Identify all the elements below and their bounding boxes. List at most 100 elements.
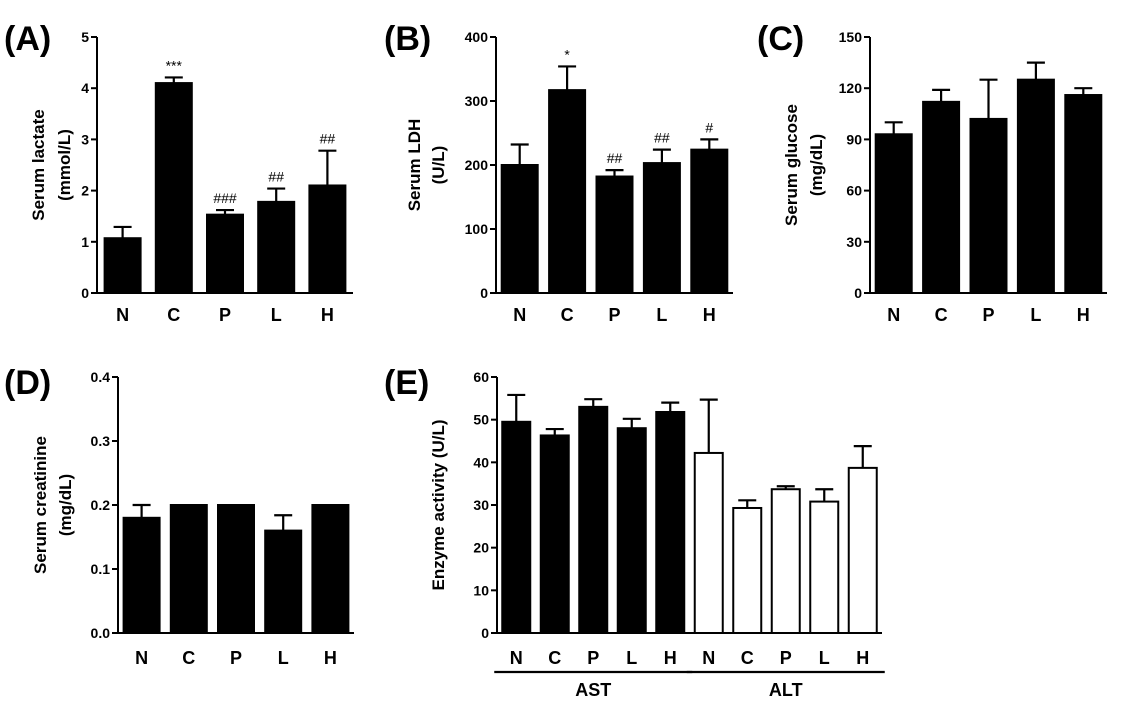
bar-b-0 bbox=[500, 164, 539, 294]
y-tick-label-d-4: 0.4 bbox=[91, 369, 111, 385]
y-axis-label-b-0: Serum LDH bbox=[405, 119, 424, 212]
x-tick-label-e-8: L bbox=[819, 648, 830, 668]
y-tick-label-e-4: 40 bbox=[473, 454, 489, 470]
y-tick-label-b-3: 300 bbox=[465, 93, 489, 109]
y-axis-label-c-1: (mg/dL) bbox=[807, 134, 826, 196]
x-tick-label-e-5: N bbox=[702, 648, 715, 668]
x-tick-label-d-3: L bbox=[278, 648, 289, 668]
y-tick-label-c-5: 150 bbox=[839, 29, 863, 45]
x-tick-label-d-4: H bbox=[324, 648, 337, 668]
x-tick-label-c-0: N bbox=[887, 305, 900, 325]
x-tick-label-e-0: N bbox=[510, 648, 523, 668]
bar-c-2 bbox=[969, 117, 1008, 294]
x-tick-label-e-6: C bbox=[741, 648, 754, 668]
significance-label-a-2: ### bbox=[213, 190, 237, 206]
bar-d-3 bbox=[264, 529, 303, 634]
x-tick-label-c-3: L bbox=[1030, 305, 1041, 325]
x-tick-label-c-4: H bbox=[1077, 305, 1090, 325]
bar-d-4 bbox=[311, 504, 350, 634]
y-tick-label-e-6: 60 bbox=[473, 369, 489, 385]
x-tick-label-e-2: P bbox=[587, 648, 599, 668]
y-tick-label-b-0: 0 bbox=[480, 285, 488, 301]
x-tick-label-a-0: N bbox=[116, 305, 129, 325]
bar-c-4 bbox=[1064, 94, 1103, 294]
y-axis-label-e-0: Enzyme activity (U/L) bbox=[429, 420, 448, 591]
bar-a-4 bbox=[308, 184, 347, 294]
y-tick-label-e-2: 20 bbox=[473, 540, 489, 556]
x-tick-label-b-1: C bbox=[561, 305, 574, 325]
bar-e-8 bbox=[809, 500, 840, 634]
bar-c-0 bbox=[874, 133, 913, 294]
bar-e-6 bbox=[732, 506, 763, 634]
bar-e-7 bbox=[770, 488, 801, 635]
x-tick-label-b-2: P bbox=[608, 305, 620, 325]
y-tick-label-e-3: 30 bbox=[473, 497, 489, 513]
y-tick-label-a-5: 5 bbox=[81, 29, 89, 45]
bar-b-4 bbox=[690, 148, 729, 294]
y-tick-label-e-1: 10 bbox=[473, 582, 489, 598]
significance-label-b-4: # bbox=[705, 119, 713, 135]
x-tick-label-b-0: N bbox=[513, 305, 526, 325]
significance-label-a-4: ## bbox=[320, 131, 336, 147]
y-tick-label-c-0: 0 bbox=[854, 285, 862, 301]
significance-label-b-1: * bbox=[564, 46, 570, 62]
bar-e-0 bbox=[501, 420, 532, 634]
bar-e-9 bbox=[847, 466, 878, 634]
significance-label-b-3: ## bbox=[654, 130, 670, 146]
y-tick-label-e-5: 50 bbox=[473, 412, 489, 428]
x-tick-label-e-1: C bbox=[548, 648, 561, 668]
bar-e-5 bbox=[693, 451, 724, 634]
bar-b-2 bbox=[595, 175, 634, 295]
x-tick-label-e-4: H bbox=[664, 648, 677, 668]
panel-label-a: (A) bbox=[4, 20, 51, 58]
x-tick-label-e-7: P bbox=[780, 648, 792, 668]
y-tick-label-d-1: 0.1 bbox=[91, 561, 111, 577]
significance-label-b-2: ## bbox=[607, 150, 623, 166]
x-tick-label-c-1: C bbox=[935, 305, 948, 325]
y-tick-label-c-3: 90 bbox=[846, 131, 862, 147]
y-axis-label-d-0: Serum creatinine bbox=[31, 436, 50, 574]
panel-b: (B) Serum LDH (U/L) 0 100 200 300 400 N * C ## P ## L #… bbox=[384, 20, 733, 325]
panel-label-b: (B) bbox=[384, 20, 431, 58]
bar-e-2 bbox=[578, 405, 609, 634]
y-tick-label-c-4: 120 bbox=[839, 80, 863, 96]
y-axis-label-a-0: Serum lactate bbox=[29, 109, 48, 221]
y-tick-label-a-0: 0 bbox=[81, 285, 89, 301]
y-tick-label-b-2: 200 bbox=[465, 157, 489, 173]
y-tick-label-e-0: 0 bbox=[481, 625, 489, 641]
y-axis-label-d-1: (mg/dL) bbox=[56, 474, 75, 536]
bar-b-3 bbox=[642, 162, 681, 294]
y-axis-label-b-1: (U/L) bbox=[429, 146, 448, 185]
bar-d-1 bbox=[169, 504, 208, 634]
x-tick-label-a-2: P bbox=[219, 305, 231, 325]
bar-c-3 bbox=[1016, 78, 1055, 294]
y-tick-label-c-2: 60 bbox=[846, 183, 862, 199]
group-label-e-0: AST bbox=[575, 680, 611, 700]
group-label-e-1: ALT bbox=[769, 680, 803, 700]
y-tick-label-a-2: 2 bbox=[81, 183, 89, 199]
bar-d-2 bbox=[217, 504, 255, 634]
panel-a: (A) Serum lactate (mmol/L) 0 1 2 3 4 5 N *** C ### P #… bbox=[4, 20, 353, 325]
x-tick-label-a-1: C bbox=[167, 305, 180, 325]
panel-label-c: (C) bbox=[757, 20, 804, 58]
y-tick-label-b-4: 400 bbox=[465, 29, 489, 45]
y-tick-label-a-1: 1 bbox=[81, 234, 89, 250]
panel-e: (E)Enzyme activity (U/L) 0 10 20 30 40 50 60 N C P… bbox=[384, 364, 885, 700]
bar-e-1 bbox=[539, 434, 570, 634]
y-tick-label-b-1: 100 bbox=[465, 221, 489, 237]
x-tick-label-d-0: N bbox=[135, 648, 148, 668]
y-axis-label-c-0: Serum glucose bbox=[782, 104, 801, 226]
y-tick-label-a-4: 4 bbox=[81, 80, 89, 96]
bar-c-1 bbox=[922, 100, 961, 294]
y-tick-label-a-3: 3 bbox=[81, 131, 89, 147]
y-tick-label-d-0: 0.0 bbox=[91, 625, 111, 641]
bar-b-1 bbox=[548, 89, 587, 295]
panel-label-e: (E) bbox=[384, 364, 429, 402]
y-tick-label-c-1: 30 bbox=[846, 234, 862, 250]
x-tick-label-d-2: P bbox=[230, 648, 242, 668]
y-axis-label-a-1: (mmol/L) bbox=[55, 129, 74, 201]
x-tick-label-e-3: L bbox=[626, 648, 637, 668]
y-tick-label-d-3: 0.3 bbox=[91, 433, 111, 449]
significance-label-a-1: *** bbox=[166, 57, 183, 73]
